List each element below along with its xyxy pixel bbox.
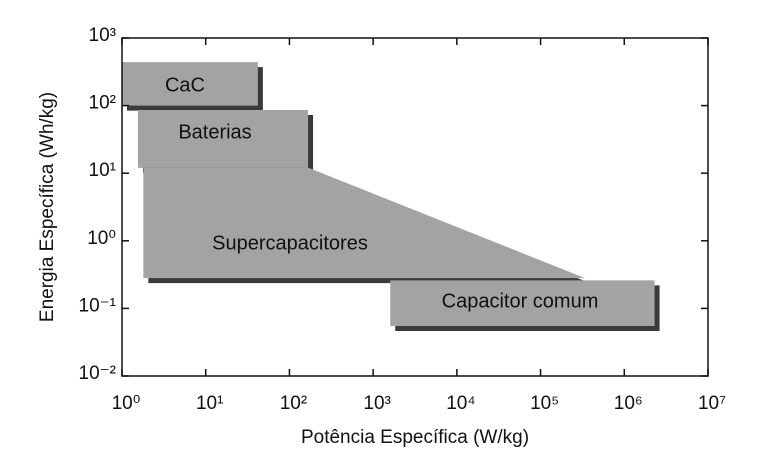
- x-tick-label: 10¹: [196, 393, 223, 414]
- region: [143, 167, 586, 279]
- x-axis-label: Potência Específica (W/kg): [301, 427, 529, 448]
- y-tick-label: 10³: [89, 25, 116, 46]
- plot-frame: [121, 37, 709, 377]
- region-label: Baterias: [178, 121, 251, 143]
- x-tick-label: 10³: [363, 393, 390, 414]
- x-tick-label: 10⁰: [112, 393, 141, 414]
- x-tick-label: 10⁶: [614, 393, 643, 414]
- region-label: Supercapacitores: [212, 232, 368, 254]
- y-axis-label: Energia Específica (Wh/kg): [37, 92, 58, 322]
- y-tick-label: 10⁰: [87, 228, 116, 249]
- region-label: CaC: [165, 74, 205, 96]
- x-tick-label: 10⁵: [530, 393, 559, 414]
- region: [137, 110, 309, 168]
- x-tick-label: 10⁷: [698, 393, 726, 414]
- y-tick-label: 10⁻²: [79, 363, 117, 384]
- y-tick-label: 10²: [89, 93, 116, 114]
- y-tick-label: 10¹: [89, 160, 116, 181]
- x-tick-label: 10²: [280, 393, 307, 414]
- y-tick-label: 10⁻¹: [79, 295, 117, 316]
- region: [122, 62, 258, 106]
- region: [390, 280, 655, 326]
- region-label: Capacitor comum: [442, 290, 599, 312]
- x-tick-label: 10⁴: [446, 393, 475, 414]
